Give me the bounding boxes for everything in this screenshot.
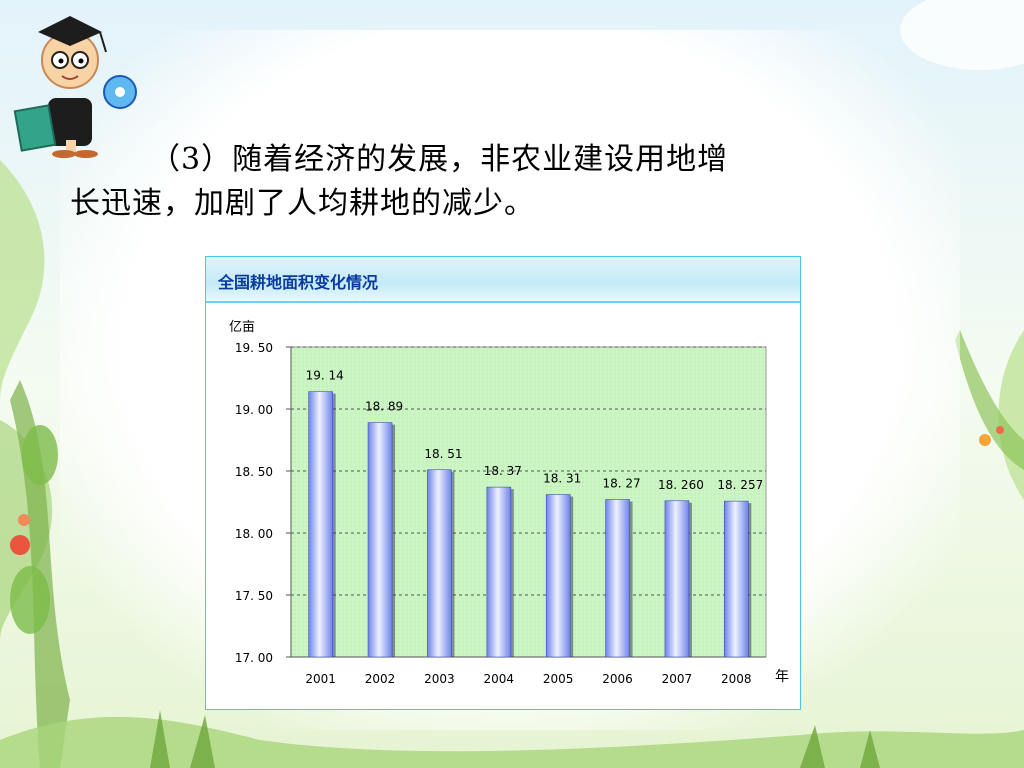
data-label: 18. 260: [658, 478, 704, 492]
y-axis-label: 亿亩: [229, 319, 255, 335]
scholar-mascot-icon: [13, 16, 137, 158]
slide-heading: （3）随着经济的发展，非农业建设用地增 长迅速，加剧了人均耕地的减少。: [70, 138, 900, 226]
data-label: 18. 27: [602, 477, 640, 491]
data-label: 18. 51: [424, 447, 462, 461]
y-tick-label: 17. 00: [235, 651, 273, 665]
x-tick-label: 2005: [543, 672, 574, 686]
y-tick-label: 17. 50: [235, 589, 273, 603]
data-label: 18. 31: [543, 472, 581, 486]
y-tick-label: 19. 00: [235, 403, 273, 417]
plot-area: [290, 346, 767, 658]
y-tick-label: 18. 50: [235, 465, 273, 479]
heading-line-2: 长迅速，加剧了人均耕地的减少。: [70, 186, 535, 221]
x-tick-label: 2002: [365, 672, 396, 686]
y-tick-label: 18. 00: [235, 527, 273, 541]
bar: [308, 391, 333, 658]
data-label: 18. 257: [717, 478, 763, 492]
x-tick-label: 2006: [602, 672, 633, 686]
chart-panel: 全国耕地面积变化情况 17. 00 17. 50 18. 00 18. 50 19. 0…: [205, 256, 801, 710]
bar: [724, 500, 749, 658]
data-label: 18. 89: [365, 400, 403, 414]
heading-line-1: （3）随着经济的发展，非农业建设用地增: [150, 142, 729, 177]
x-tick-label: 2001: [305, 672, 336, 686]
data-label: 18. 37: [484, 464, 522, 478]
data-label: 19. 14: [306, 369, 344, 383]
bar-chart: 17. 00 17. 50 18. 00 18. 50 19. 00 19. 50 亿亩 19…: [229, 319, 789, 686]
x-tick-label: 2004: [484, 672, 515, 686]
x-axis-label: 年: [775, 669, 789, 685]
x-tick-label: 2003: [424, 672, 455, 686]
x-tick-label: 2008: [721, 672, 752, 686]
y-tick-label: 19. 50: [235, 341, 273, 355]
bar: [664, 500, 690, 658]
bar: [545, 494, 571, 658]
bar: [367, 422, 393, 658]
chart-title: 全国耕地面积变化情况: [218, 273, 379, 292]
bar: [605, 499, 630, 658]
chart-title-bar: 全国耕地面积变化情况: [206, 257, 800, 303]
bar: [427, 469, 452, 658]
x-tick-label: 2007: [662, 672, 693, 686]
bar: [486, 486, 512, 658]
